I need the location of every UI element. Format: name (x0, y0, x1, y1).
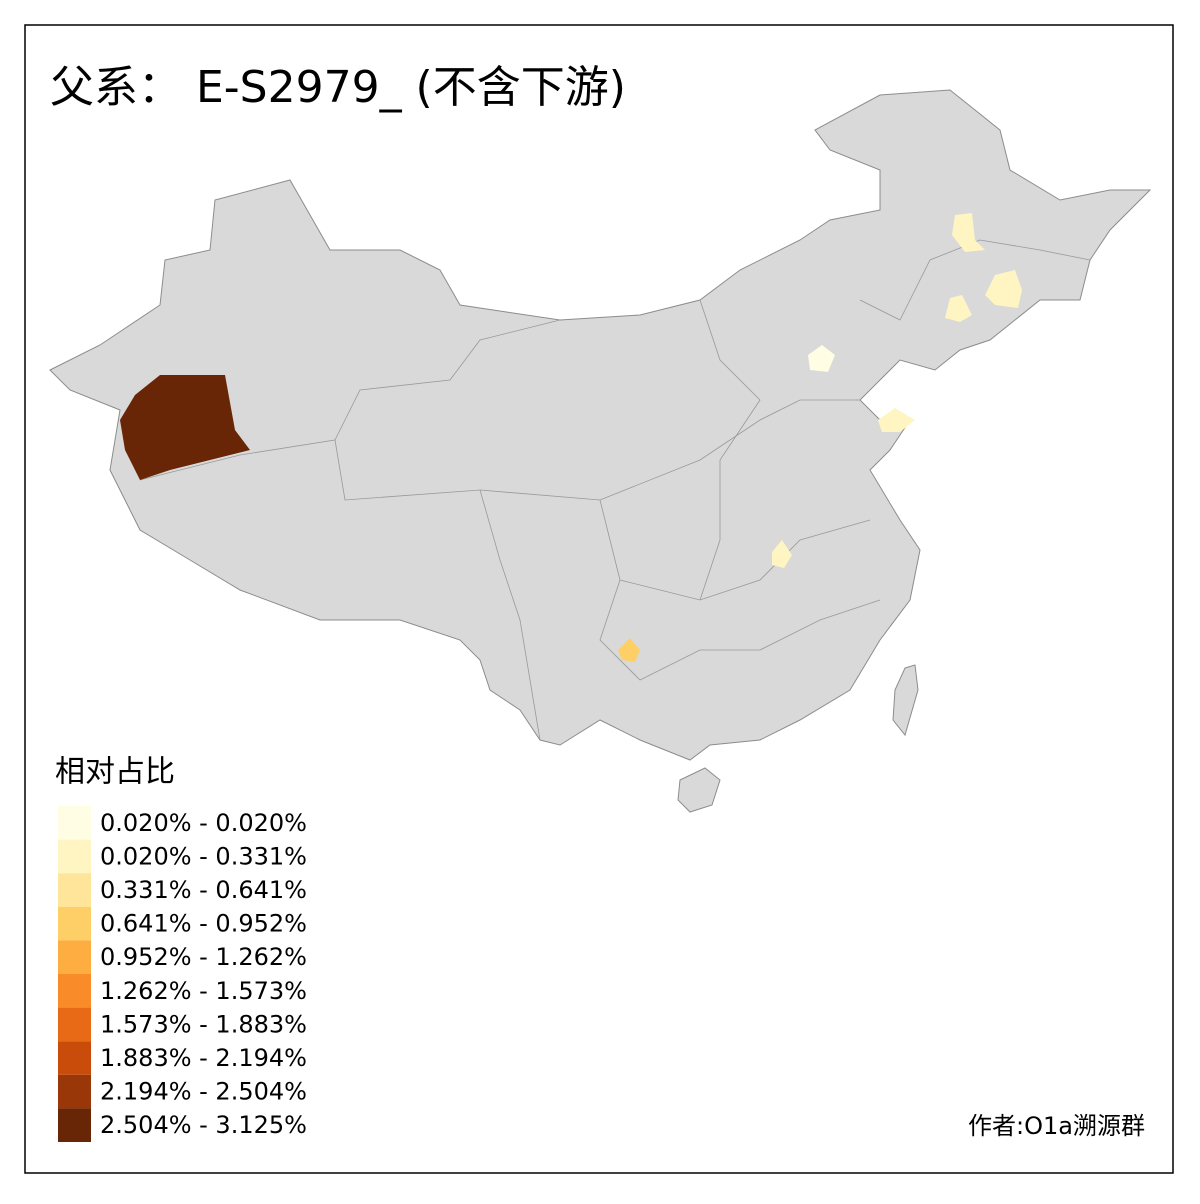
legend-label: 0.020% - 0.331% (100, 842, 307, 870)
province-border (859, 239, 1091, 321)
province-border (334, 319, 561, 441)
legend-title: 相对占比 (55, 755, 175, 790)
province-border (139, 439, 541, 741)
legend-label: 1.883% - 2.194% (100, 1044, 307, 1072)
legend-label: 2.504% - 3.125% (100, 1111, 307, 1139)
legend-label: 1.573% - 1.883% (100, 1010, 307, 1038)
region-a (952, 213, 985, 252)
hainan (677, 767, 721, 813)
legend-label: 0.020% - 0.020% (100, 809, 307, 837)
province-border (599, 499, 871, 601)
legend-label: 2.194% - 2.504% (100, 1078, 307, 1106)
taiwan (892, 664, 919, 737)
region-kashgar (120, 375, 250, 480)
map-title: 父系： E-S2979_ (不含下游) (50, 62, 626, 113)
legend-swatch (58, 806, 91, 840)
credit: 作者:O1a溯源群 (968, 1112, 1145, 1140)
province-border (599, 579, 881, 681)
legend-swatch (58, 974, 91, 1008)
legend-label: 0.641% - 0.952% (100, 910, 307, 938)
legend-swatch (58, 1074, 91, 1109)
legend-swatch (58, 1108, 91, 1142)
legend-swatch (58, 1041, 91, 1075)
region-d (772, 540, 792, 568)
legend-swatch (58, 873, 91, 907)
legend-swatch (58, 906, 91, 941)
legend-swatch (58, 940, 91, 974)
legend-label: 0.331% - 0.641% (100, 876, 307, 904)
province-border (699, 299, 761, 601)
region-beijing (808, 345, 835, 372)
legend-swatch (58, 1007, 91, 1042)
legend-swatch (58, 839, 91, 874)
region-b (985, 270, 1022, 308)
legend: 0.020% - 0.020% 0.020% - 0.331% 0.331% - 0… (58, 806, 307, 1142)
legend-label: 0.952% - 1.262% (100, 943, 307, 971)
legend-label: 1.262% - 1.573% (100, 977, 307, 1005)
country-outline (49, 89, 1152, 761)
region-qingdao (878, 408, 915, 432)
region-c (945, 295, 972, 322)
province-border (479, 399, 860, 501)
region-guizhou (618, 638, 640, 662)
